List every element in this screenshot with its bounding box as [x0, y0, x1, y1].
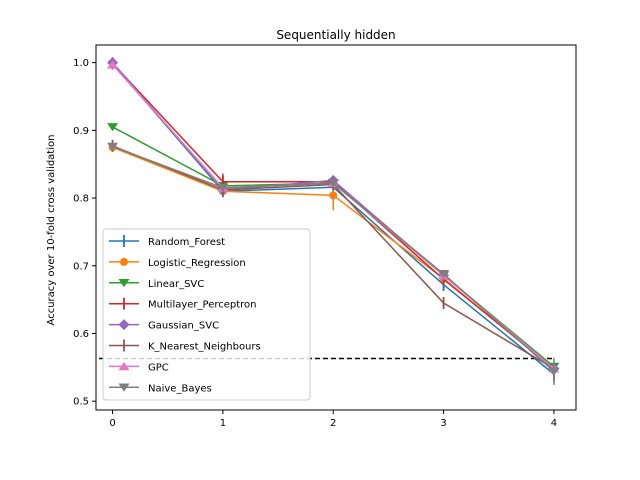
legend-label: Logistic_Regression — [148, 258, 246, 269]
y-tick-label: 0.6 — [73, 329, 89, 340]
legend: Random_Forest Logistic_Regression Linear_S… — [102, 228, 311, 401]
legend-marker — [118, 362, 130, 371]
legend-entry: K_Nearest_Neighbours — [109, 339, 261, 353]
plot-frame — [95, 44, 577, 411]
data-point — [107, 60, 119, 69]
x-tick-label: 3 — [440, 418, 446, 429]
y-tick-label: 0.8 — [73, 194, 89, 205]
x-tick-label: 0 — [109, 418, 115, 429]
legend-entry: Gaussian_SVC — [109, 319, 219, 332]
plot-area — [99, 57, 560, 385]
legend-label: Gaussian_SVC — [148, 321, 219, 332]
legend-marker — [120, 257, 128, 266]
data-point — [438, 270, 450, 279]
y-tick-label: 0.7 — [73, 261, 89, 272]
y-tick-label: 0.9 — [73, 126, 89, 137]
legend-marker — [118, 319, 130, 331]
legend-entry: Linear_SVC — [109, 279, 204, 290]
x-tick-label: 4 — [551, 418, 557, 429]
y-tick-label: 1.0 — [73, 58, 89, 69]
series-naive-bayes — [107, 142, 560, 385]
y-axis-title: Accuracy over 10-fold cross validation — [46, 135, 57, 326]
data-point — [329, 191, 338, 200]
legend-label: Multilayer_Perceptron — [148, 300, 257, 311]
x-tick-label: 1 — [220, 418, 226, 429]
legend-marker — [118, 278, 130, 288]
legend-label: Naive_Bayes — [148, 383, 212, 394]
data-point — [107, 123, 119, 132]
legend-label: GPC — [148, 362, 169, 373]
legend-box — [102, 228, 311, 401]
y-tick-label: 0.5 — [73, 397, 89, 408]
data-point — [217, 184, 229, 193]
legend-marker — [118, 383, 130, 392]
legend-label: Random_Forest — [148, 237, 225, 248]
legend-entry: Logistic_Regression — [109, 257, 246, 269]
legend-entry: Naive_Bayes — [109, 383, 212, 394]
x-tick-label: 2 — [330, 418, 336, 429]
data-point — [107, 142, 119, 151]
legend-label: Linear_SVC — [148, 279, 204, 290]
chart-title: Sequentially hidden — [276, 28, 395, 42]
legend-label: K_Nearest_Neighbours — [148, 342, 261, 353]
data-point — [548, 367, 560, 376]
legend-entry: Multilayer_Perceptron — [109, 297, 257, 311]
data-point — [327, 179, 339, 188]
legend-entry: GPC — [109, 362, 169, 373]
axis-ticks: 0 1 2 3 4 0.5 0.6 0.7 0.8 0.9 1.0 — [73, 58, 557, 429]
legend-entry: Random_Forest — [109, 235, 225, 248]
